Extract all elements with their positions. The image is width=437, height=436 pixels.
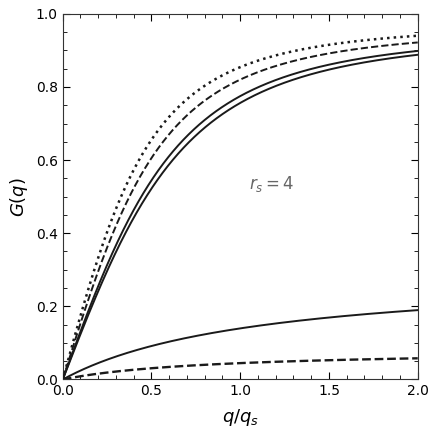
Text: $r_s= 4$: $r_s= 4$	[249, 174, 295, 194]
Y-axis label: $G(q)$: $G(q)$	[8, 177, 30, 217]
X-axis label: $q/q_s$: $q/q_s$	[222, 407, 259, 428]
